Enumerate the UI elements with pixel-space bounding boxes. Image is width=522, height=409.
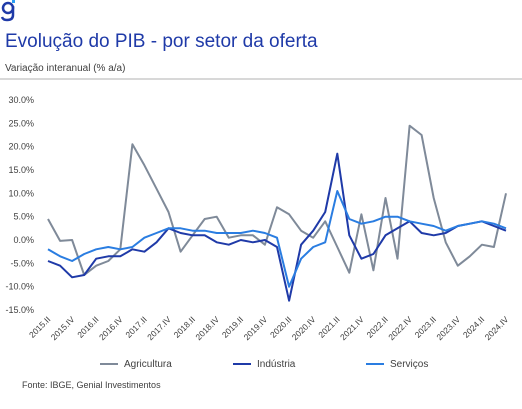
x-tick-label: 2021.IV bbox=[338, 314, 366, 342]
series-line bbox=[47, 190, 507, 288]
legend-label: Indústria bbox=[257, 359, 296, 370]
y-tick-label: -15.0% bbox=[5, 305, 34, 315]
y-tick-label: 20.0% bbox=[8, 142, 34, 152]
source: Fonte: IBGE, Genial Investimentos bbox=[22, 380, 161, 390]
x-tick-label: 2022.IV bbox=[386, 314, 414, 342]
y-tick-label: -10.0% bbox=[5, 282, 34, 292]
legend-label: Agricultura bbox=[124, 359, 172, 370]
series-line bbox=[47, 124, 507, 276]
chart-subtitle: Variação interanual (% a/a) bbox=[5, 63, 125, 74]
x-tick-label: 2019.IV bbox=[242, 314, 270, 342]
series-line bbox=[47, 152, 507, 302]
x-tick-label: 2015.IV bbox=[49, 314, 77, 342]
y-tick-label: -5.0% bbox=[10, 258, 34, 268]
y-tick-label: 10.0% bbox=[8, 188, 34, 198]
x-tick-label: 2017.IV bbox=[145, 314, 173, 342]
y-tick-label: 15.0% bbox=[8, 165, 34, 175]
y-tick-label: 5.0% bbox=[13, 212, 34, 222]
x-tick-label: 2024.IV bbox=[483, 314, 511, 342]
x-tick-label: 2023.IV bbox=[434, 314, 462, 342]
y-tick-label: 30.0% bbox=[8, 95, 34, 105]
x-tick-label: 2018.IV bbox=[193, 314, 221, 342]
x-tick-label: 2016.IV bbox=[97, 314, 125, 342]
y-tick-label: 0.0% bbox=[13, 235, 34, 245]
y-tick-label: 25.0% bbox=[8, 118, 34, 128]
logo bbox=[0, 0, 15, 22]
chart-title: Evolução do PIB - por setor da oferta bbox=[5, 31, 318, 52]
x-tick-label: 2020.IV bbox=[290, 314, 318, 342]
legend-label: Serviços bbox=[390, 359, 428, 370]
